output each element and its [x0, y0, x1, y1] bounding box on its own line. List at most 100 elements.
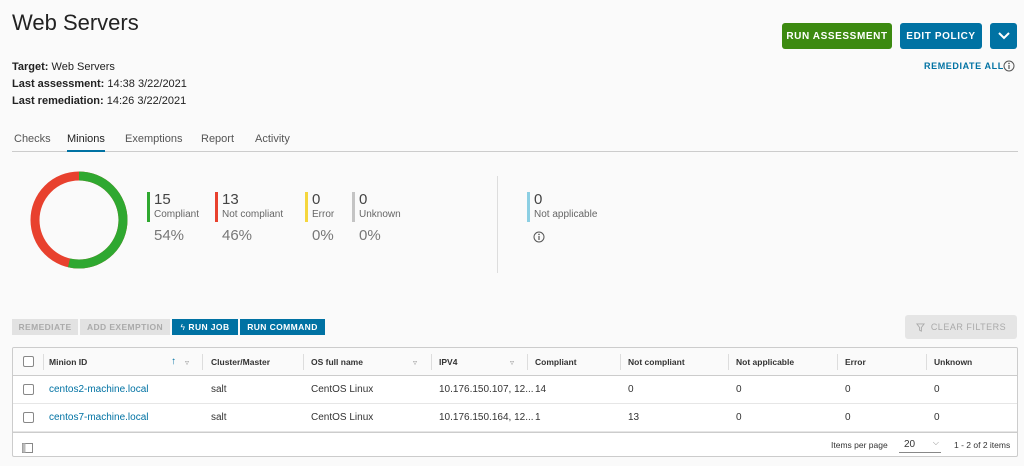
os-cell: CentOS Linux: [311, 384, 374, 395]
chevron-down-icon: ⌵: [932, 438, 939, 447]
not-applicable-cell: 0: [736, 384, 742, 395]
remediate-all-link[interactable]: REMEDIATE ALL: [924, 61, 1004, 71]
column-header-cluster[interactable]: Cluster/Master: [211, 357, 271, 367]
column-divider: [43, 354, 44, 370]
table-header: Minion ID ↑ ▿ Cluster/Master OS full nam…: [13, 348, 1017, 376]
column-header-compliant[interactable]: Compliant: [535, 357, 577, 367]
column-header-not-applicable[interactable]: Not applicable: [736, 357, 795, 367]
column-header-os[interactable]: OS full name: [311, 357, 363, 367]
not-compliant-percent: 46%: [222, 227, 253, 244]
error-count: 0: [312, 191, 321, 208]
run-assessment-button[interactable]: RUN ASSESSMENT: [782, 23, 892, 49]
target-label: Target:: [12, 61, 49, 73]
not-applicable-info-icon[interactable]: [533, 230, 545, 248]
compliant-color-bar: [147, 192, 150, 222]
last-assessment-value: 14:38 3/22/2021: [107, 78, 187, 90]
filter-icon[interactable]: ▿: [413, 358, 418, 367]
column-header-ipv4[interactable]: IPV4: [439, 357, 458, 367]
last-assessment-label: Last assessment:: [12, 78, 105, 90]
minion-id-link[interactable]: centos7-machine.local: [49, 412, 149, 423]
edit-policy-button[interactable]: EDIT POLICY: [900, 23, 982, 49]
filter-icon: [915, 322, 925, 332]
ipv4-cell: 10.176.150.107, 12...: [439, 384, 534, 395]
column-divider: [926, 354, 927, 370]
info-icon[interactable]: [1003, 59, 1015, 77]
not-applicable-count: 0: [534, 191, 543, 208]
ipv4-cell: 10.176.150.164, 12...: [439, 412, 534, 423]
unknown-label: Unknown: [359, 209, 401, 220]
remediate-button[interactable]: REMEDIATE: [12, 319, 78, 335]
last-remediation-info: Last remediation: 14:26 3/22/2021: [12, 95, 186, 107]
stat-not-applicable: 0 Not applicable: [527, 192, 597, 222]
pagination-range: 1 - 2 of 2 items: [954, 440, 1011, 450]
unknown-count: 0: [359, 191, 368, 208]
select-all-checkbox[interactable]: [23, 356, 34, 367]
target-value: Web Servers: [51, 61, 115, 73]
items-per-page-select[interactable]: 20 ⌵: [899, 436, 941, 453]
column-divider: [837, 354, 838, 370]
stat-unknown: 0 Unknown 0%: [352, 191, 401, 244]
compliant-cell: 14: [535, 384, 547, 395]
compliance-donut-chart: [30, 171, 128, 269]
unknown-percent: 0%: [359, 227, 381, 244]
cluster-cell: salt: [211, 412, 227, 423]
filter-icon[interactable]: ▿: [510, 358, 515, 367]
not-compliant-label: Not compliant: [222, 209, 284, 220]
add-exemption-button[interactable]: ADD EXEMPTION: [80, 319, 170, 335]
run-command-button[interactable]: RUN COMMAND: [240, 319, 325, 335]
items-per-page-label: Items per page: [831, 440, 888, 450]
not-compliant-cell: 0: [628, 384, 634, 395]
error-color-bar: [305, 192, 308, 222]
column-divider: [527, 354, 528, 370]
unknown-cell: 0: [934, 412, 940, 423]
unknown-color-bar: [352, 192, 355, 222]
column-divider: [728, 354, 729, 370]
tab-bar: Checks Minions Exemptions Report Activit…: [12, 133, 1018, 152]
tab-checks[interactable]: Checks: [14, 133, 51, 145]
column-toggle-icon[interactable]: [22, 440, 33, 456]
run-job-button[interactable]: ϟ RUN JOB: [172, 319, 238, 335]
not-applicable-cell: 0: [736, 412, 742, 423]
table-row[interactable]: centos7-machine.local salt CentOS Linux …: [13, 404, 1017, 432]
error-label: Error: [312, 209, 335, 220]
error-cell: 0: [845, 412, 851, 423]
compliant-cell: 1: [535, 412, 541, 423]
table-footer: Items per page 20 ⌵ 1 - 2 of 2 items: [13, 432, 1017, 456]
summary-divider: [497, 176, 498, 273]
minion-id-link[interactable]: centos2-machine.local: [49, 384, 149, 395]
tab-report[interactable]: Report: [201, 133, 235, 145]
last-assessment-info: Last assessment: 14:38 3/22/2021: [12, 78, 187, 90]
column-header-error[interactable]: Error: [845, 357, 866, 367]
os-cell: CentOS Linux: [311, 412, 374, 423]
donut-compliant-segment: [30, 171, 128, 269]
filter-icon[interactable]: ▿: [185, 358, 190, 367]
tab-activity[interactable]: Activity: [255, 133, 290, 145]
row-checkbox[interactable]: [23, 384, 34, 395]
items-per-page-value: 20: [904, 439, 916, 450]
target-info: Target: Web Servers: [12, 61, 115, 73]
sort-ascending-icon[interactable]: ↑: [171, 356, 176, 367]
column-divider: [431, 354, 432, 370]
clear-filters-label: CLEAR FILTERS: [930, 322, 1007, 332]
last-remediation-value: 14:26 3/22/2021: [106, 95, 187, 107]
compliant-count: 15: [154, 191, 171, 208]
clear-filters-button[interactable]: CLEAR FILTERS: [905, 315, 1017, 339]
chevron-down-icon: [997, 32, 1010, 40]
tab-exemptions[interactable]: Exemptions: [125, 133, 183, 145]
table-row[interactable]: centos2-machine.local salt CentOS Linux …: [13, 376, 1017, 404]
tab-minions[interactable]: Minions: [67, 133, 105, 152]
not-applicable-color-bar: [527, 192, 530, 222]
compliant-label: Compliant: [154, 209, 200, 220]
column-header-minion-id[interactable]: Minion ID: [49, 357, 88, 367]
more-actions-dropdown-button[interactable]: [990, 23, 1017, 49]
last-remediation-label: Last remediation:: [12, 95, 104, 107]
column-header-unknown[interactable]: Unknown: [934, 357, 973, 367]
column-header-not-compliant[interactable]: Not compliant: [628, 357, 685, 367]
column-divider: [620, 354, 621, 370]
run-job-label: RUN JOB: [188, 322, 230, 332]
column-divider: [303, 354, 304, 370]
row-checkbox[interactable]: [23, 412, 34, 423]
page-title: Web Servers: [12, 10, 139, 35]
error-percent: 0%: [312, 227, 334, 244]
not-compliant-count: 13: [222, 191, 239, 208]
